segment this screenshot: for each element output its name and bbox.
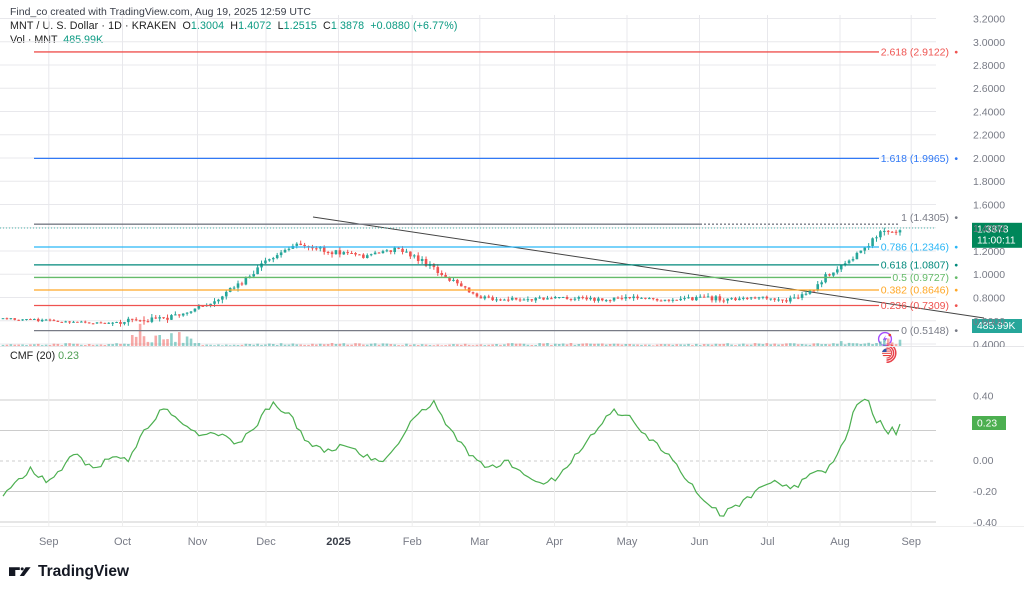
svg-text:3.0000: 3.0000 [973,37,1005,49]
svg-text:0.618 (1.0807): 0.618 (1.0807) [881,259,949,271]
svg-text:Oct: Oct [114,536,131,548]
svg-text:May: May [617,536,638,548]
svg-text:2.4000: 2.4000 [973,107,1005,119]
svg-text:1.8000: 1.8000 [973,176,1005,188]
svg-text:1.6000: 1.6000 [973,200,1005,212]
svg-text:•: • [954,300,958,312]
svg-text:0 (0.5148): 0 (0.5148) [901,325,949,337]
svg-text:Mar: Mar [470,536,489,548]
svg-text:-0.40: -0.40 [973,517,997,526]
svg-text:0.8000: 0.8000 [973,293,1005,305]
svg-text:•: • [954,153,958,165]
svg-text:0.382 (0.8646): 0.382 (0.8646) [881,285,949,297]
svg-text:•: • [954,285,958,297]
svg-text:1 (1.4305): 1 (1.4305) [901,212,949,224]
svg-text:2.8000: 2.8000 [973,60,1005,72]
svg-text:0.00: 0.00 [973,455,994,467]
svg-text:•: • [954,272,958,284]
svg-text:2.6000: 2.6000 [973,83,1005,95]
svg-text:-0.20: -0.20 [973,486,997,498]
svg-text:0.40: 0.40 [973,391,994,403]
svg-text:Apr: Apr [546,536,563,548]
svg-text:Jun: Jun [691,536,709,548]
svg-text:•: • [954,242,958,254]
svg-text:•: • [954,325,958,337]
svg-text:2025: 2025 [326,536,350,548]
svg-text:11:00:11: 11:00:11 [977,235,1016,246]
svg-text:0.786 (1.2346): 0.786 (1.2346) [881,242,949,254]
svg-text:•: • [954,259,958,271]
svg-text:3.2000: 3.2000 [973,15,1005,26]
svg-text:0.4000: 0.4000 [973,339,1005,347]
svg-text:2.618 (2.9122): 2.618 (2.9122) [881,47,949,59]
svg-text:Aug: Aug [830,536,850,548]
svg-text:1.2000: 1.2000 [973,246,1005,258]
svg-text:Jul: Jul [760,536,774,548]
svg-text:Sep: Sep [901,536,921,548]
svg-text:Dec: Dec [256,536,276,548]
svg-text:1.618 (1.9965): 1.618 (1.9965) [881,153,949,165]
svg-text:2.0000: 2.0000 [973,153,1005,165]
svg-text:0.6000: 0.6000 [973,316,1005,328]
svg-text:1.0000: 1.0000 [973,269,1005,281]
svg-text:Sep: Sep [39,536,59,548]
svg-text:Nov: Nov [188,536,208,548]
svg-text:0.23: 0.23 [977,419,997,430]
svg-text:•: • [954,212,958,224]
svg-text:0.236 (0.7309): 0.236 (0.7309) [881,300,949,312]
svg-text:0.5 (0.9727): 0.5 (0.9727) [892,272,949,284]
svg-text:1.4000: 1.4000 [973,223,1005,235]
svg-text:Feb: Feb [403,536,422,548]
svg-text:2.2000: 2.2000 [973,130,1005,142]
svg-text:•: • [954,47,958,59]
